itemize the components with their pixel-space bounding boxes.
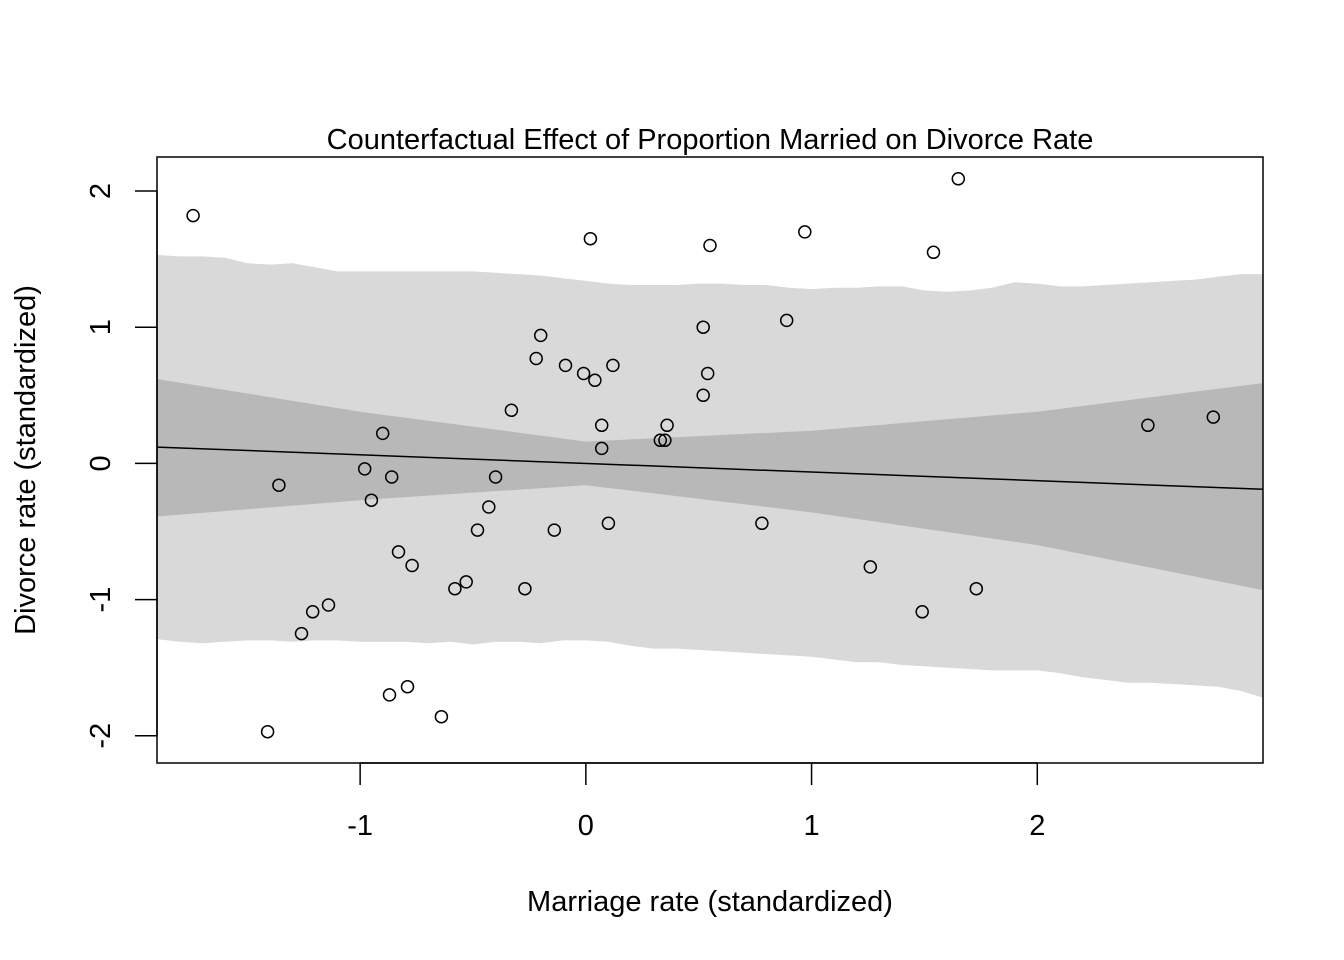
data-point <box>558 358 573 373</box>
y-tick-label: 2 <box>85 183 117 199</box>
data-point <box>601 516 616 531</box>
data-points <box>186 172 1221 739</box>
y-tick-label: 1 <box>85 319 117 335</box>
x-tick-label: 1 <box>804 810 820 842</box>
mean-interval-band <box>157 379 1263 591</box>
data-point <box>798 225 812 239</box>
x-axis-label: Marriage rate (standardized) <box>527 886 893 918</box>
data-point <box>594 441 609 456</box>
mean-regression-line <box>157 446 1263 491</box>
data-point <box>606 358 620 373</box>
data-point <box>186 208 200 223</box>
data-point <box>863 560 878 574</box>
data-point <box>391 545 406 559</box>
y-tick-label: -2 <box>85 723 117 749</box>
plot-area <box>157 255 1263 698</box>
y-tick-label: 0 <box>85 455 117 471</box>
x-tick-label: 2 <box>1029 810 1045 842</box>
data-point <box>448 581 462 596</box>
data-point <box>533 328 548 343</box>
chart-title: Counterfactual Effect of Proportion Marr… <box>327 124 1094 156</box>
x-tick-label: -1 <box>347 810 373 842</box>
data-point <box>779 313 794 328</box>
data-point <box>951 172 966 186</box>
data-point <box>660 418 674 433</box>
data-point <box>405 558 419 573</box>
x-axis: -1 0 1 2 <box>347 762 1045 842</box>
data-point <box>470 523 485 537</box>
data-point <box>488 470 503 484</box>
data-point <box>1206 410 1221 424</box>
data-point <box>755 516 769 531</box>
data-point <box>364 493 379 507</box>
data-point <box>594 418 609 433</box>
data-point <box>260 724 275 739</box>
data-point <box>434 709 449 724</box>
data-point <box>588 373 602 388</box>
data-point <box>375 426 390 441</box>
data-point <box>305 605 320 619</box>
data-point <box>357 462 372 476</box>
data-point <box>459 575 473 589</box>
x-tick-label: 0 <box>578 810 594 842</box>
data-point <box>658 433 672 448</box>
data-point <box>696 320 710 334</box>
data-point <box>653 433 668 448</box>
data-point <box>547 523 562 537</box>
data-point <box>518 581 532 596</box>
data-point <box>1141 418 1155 433</box>
y-tick-label: -1 <box>85 587 117 613</box>
y-axis: -2 -1 0 1 2 <box>85 183 158 749</box>
data-point <box>529 351 543 366</box>
data-point <box>915 605 929 619</box>
y-axis-label: Divorce rate (standardized) <box>10 285 42 635</box>
data-point <box>926 245 941 260</box>
data-point <box>696 388 710 403</box>
data-point <box>294 626 309 641</box>
data-point <box>321 598 336 612</box>
data-point <box>272 478 286 492</box>
data-point <box>400 679 415 694</box>
data-point <box>384 470 399 484</box>
data-point <box>969 581 984 596</box>
data-point <box>703 238 717 253</box>
data-point <box>576 366 591 381</box>
data-point <box>700 366 715 381</box>
data-point <box>482 500 496 514</box>
data-point <box>583 231 598 246</box>
data-point <box>382 688 397 702</box>
data-point <box>504 403 519 418</box>
